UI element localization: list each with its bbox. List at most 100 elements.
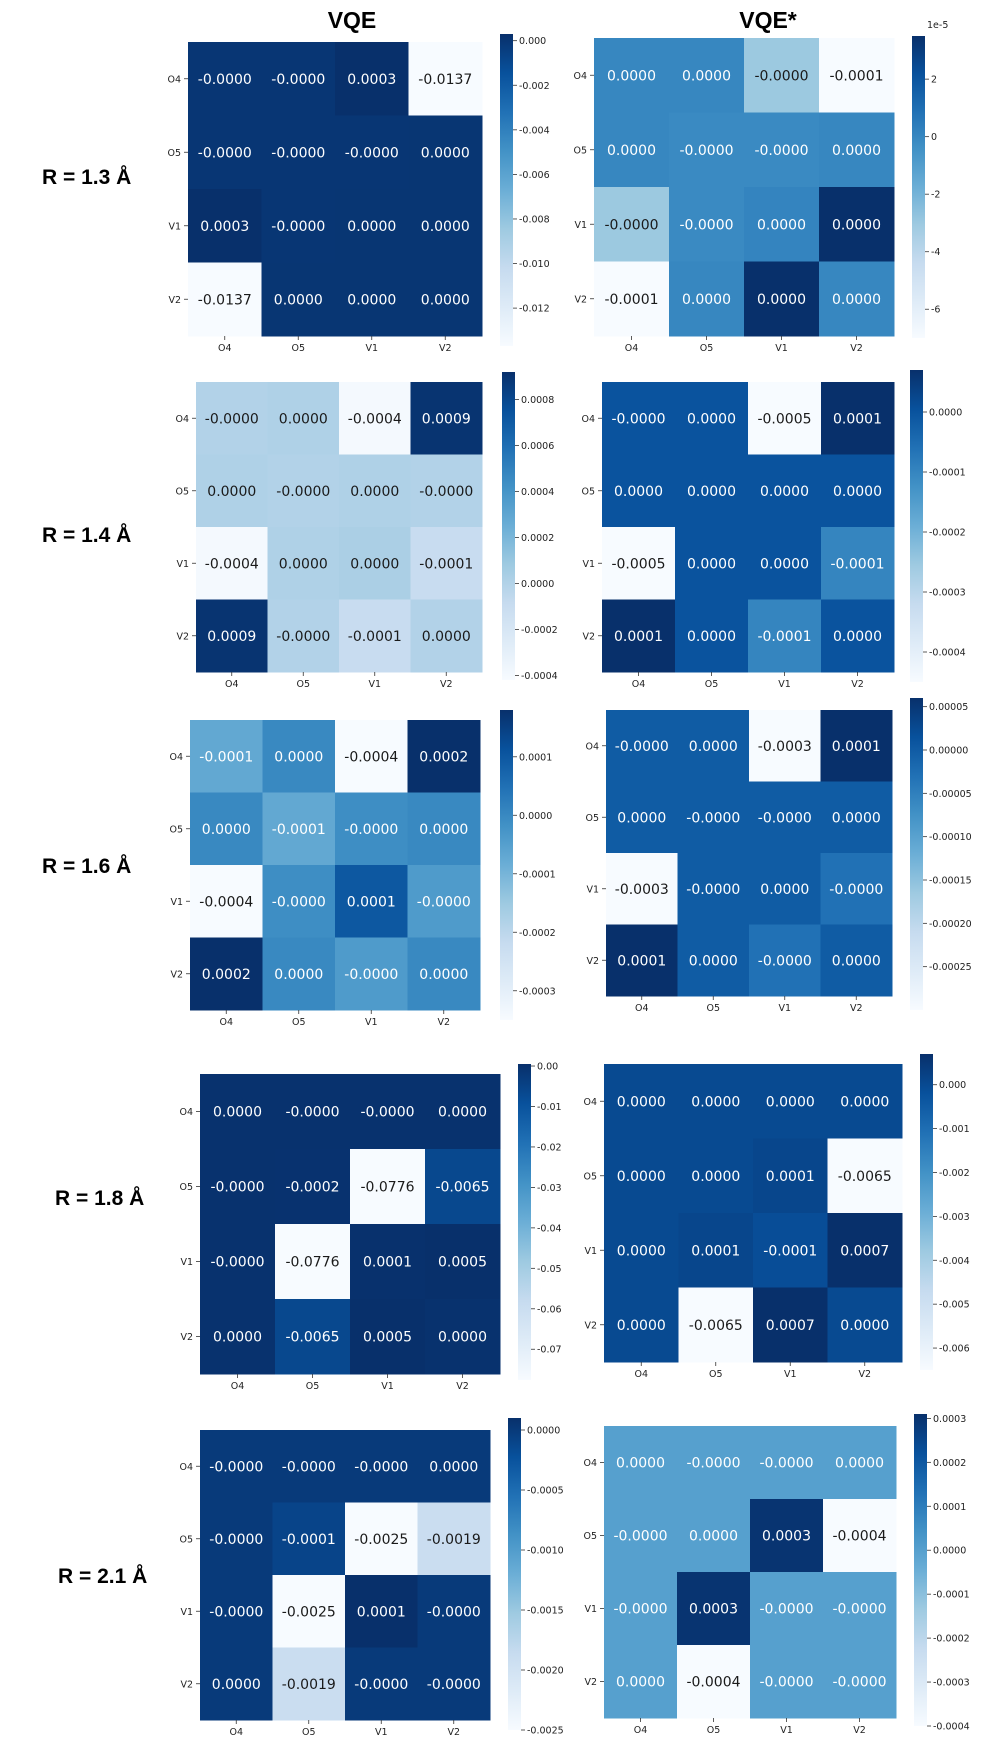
heatmap-cell [275,1224,351,1300]
cell-value-label: 0.0000 [833,484,882,500]
cell-value-label: 0.0001 [691,1243,740,1259]
cell-value-label: -0.0001 [604,292,658,308]
y-tick-label: O4 [179,1462,193,1473]
heatmap-cell [823,1499,897,1573]
heatmap-cell [677,710,750,782]
cell-value-label: 0.0001 [363,1255,412,1271]
cell-value-label: 0.0000 [617,1094,666,1110]
heatmap-cell [750,1499,824,1573]
x-tick-label: V2 [851,679,864,690]
row-label-r-2-1: R = 2.1 Å [58,1564,147,1588]
heatmap-cell [606,853,678,925]
colorbar-tick-label: -2 [931,190,940,201]
y-tick-label: O4 [175,414,189,425]
x-tick-label: O4 [225,679,239,690]
cell-value-label: 0.0000 [429,1459,478,1475]
heatmap-panel: -0.0000 -0.0000 0.0003 -0.0137 -0.0000 -0.000… [167,34,550,354]
row-label-r-1-4: R = 1.4 Å [42,523,131,547]
cell-value-label: 0.0003 [200,219,249,235]
heatmap-cell [821,454,895,528]
heatmap-cell [407,865,481,938]
cell-value-label: -0.0137 [418,72,472,88]
x-tick-label: V1 [368,679,381,690]
cell-value-label: 0.0000 [689,1529,738,1545]
colorbar-tick-label: -0.0002 [929,528,966,539]
row-label-r-1-3: R = 1.3 Å [42,165,131,189]
cell-value-label: -0.0065 [285,1330,339,1346]
cell-value-label: -0.0001 [199,749,253,765]
x-tick-label: O4 [634,1725,648,1736]
x-tick-label: O4 [625,343,639,354]
cell-value-label: 0.0000 [689,953,738,969]
heatmap-cell [678,1138,754,1214]
colorbar [910,698,923,1010]
heatmap-cell [820,710,893,782]
cell-value-label: 0.0000 [347,219,396,235]
cell-value-label: -0.0000 [758,953,812,969]
heatmap-cell [188,115,262,190]
colorbar-tick-label: -0.006 [519,170,550,181]
y-tick-label: V2 [584,1677,597,1688]
y-tick-label: V2 [180,1679,193,1690]
cell-value-label: 0.0000 [616,1456,665,1472]
cell-value-label: 0.0000 [832,217,881,233]
cell-value-label: -0.0000 [198,145,252,161]
cell-value-label: 0.0000 [760,882,809,898]
row-label-r-1-8: R = 1.8 Å [55,1186,144,1210]
cell-value-label: -0.0000 [282,1459,336,1475]
colorbar-tick-label: -0.003 [939,1212,970,1223]
heatmap-cell [200,1502,273,1576]
cell-value-label: 0.0000 [421,219,470,235]
heatmap-cell [188,189,262,263]
heatmap-cell [350,1224,426,1300]
cell-value-label: -0.0000 [754,143,808,159]
cell-value-label: 0.0000 [691,1169,740,1185]
heatmap-cell [335,189,409,263]
cell-value-label: -0.0065 [838,1169,892,1185]
cell-value-label: -0.0000 [613,1529,667,1545]
cell-value-label: 0.0000 [832,953,881,969]
x-tick-label: O4 [218,343,232,354]
y-tick-label: O4 [167,74,181,85]
heatmap-cell [188,262,262,337]
x-tick-label: V1 [778,1003,791,1014]
colorbar-tick-label: -0.04 [537,1223,562,1234]
x-tick-label: O5 [709,1369,723,1380]
x-tick-label: O5 [700,343,714,354]
y-tick-label: O5 [583,1171,597,1182]
cell-value-label: 0.0000 [419,822,468,838]
cell-value-label: 0.0000 [438,1105,487,1121]
heatmap-cell [819,112,895,188]
heatmap-cell [261,115,336,190]
colorbar-tick-label: -0.0002 [519,928,556,939]
colorbar-tick-label: -0.002 [939,1168,970,1179]
cell-value-label: -0.0000 [832,1675,886,1691]
cell-value-label: 0.0000 [760,556,809,572]
heatmap-cell [335,115,409,190]
heatmap-cell [200,1430,273,1503]
heatmap-cell [200,1299,276,1375]
x-tick-label: O5 [291,343,305,354]
heatmap-cell [190,792,263,866]
cell-value-label: 0.0000 [274,292,323,308]
colorbar-tick-label: 0.0000 [521,579,554,590]
y-tick-label: O5 [585,813,599,824]
colorbar-tick-label: -0.00005 [929,789,972,800]
cell-value-label: -0.0000 [613,1602,667,1618]
colorbar-tick-label: -0.010 [519,259,550,270]
colorbar-tick-label: -0.008 [519,214,550,225]
x-tick-label: O5 [292,1017,306,1028]
heatmap-cell [350,1299,426,1375]
colorbar-tick-label: 0.0001 [933,1502,966,1513]
cell-value-label: -0.0000 [417,894,471,910]
y-tick-label: O4 [573,71,587,82]
heatmap-cell [669,261,745,337]
heatmap-cell [750,1426,824,1500]
colorbar-tick-label: -0.0010 [527,1546,564,1557]
heatmap-cell [267,599,340,673]
colorbar-tick-label: -0.0003 [933,1678,970,1689]
cell-value-label: -0.0065 [435,1180,489,1196]
row-label-r-1-6: R = 1.6 Å [42,854,131,878]
heatmap-cell [267,527,340,600]
